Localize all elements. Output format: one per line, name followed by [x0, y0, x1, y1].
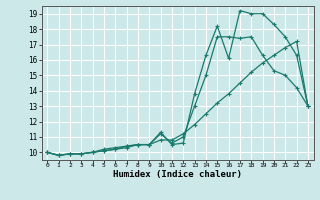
X-axis label: Humidex (Indice chaleur): Humidex (Indice chaleur) [113, 170, 242, 179]
